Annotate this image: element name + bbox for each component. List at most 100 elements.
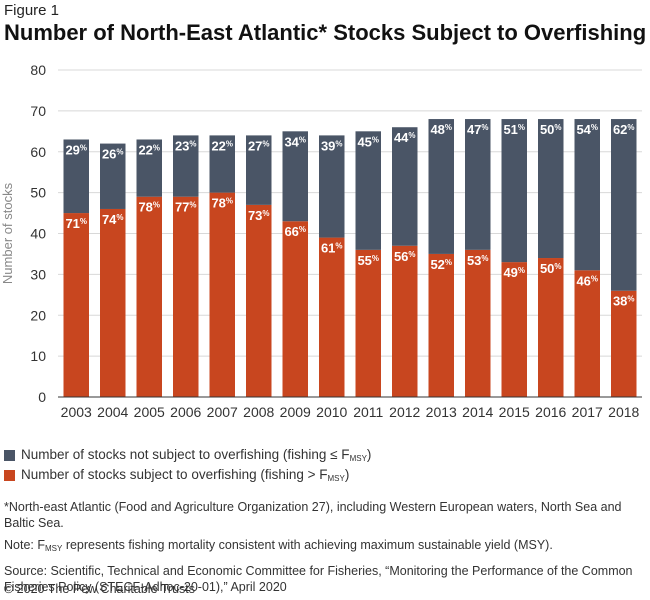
bar-overfished-2014 <box>465 249 491 397</box>
bar-overfished-2005 <box>136 196 162 397</box>
legend-item-overfished: Number of stocks subject to overfishing … <box>4 465 371 485</box>
bars <box>63 119 637 397</box>
bar-not-overfished-2013 <box>428 119 454 254</box>
bar-overfished-2003 <box>63 213 89 397</box>
data-label-not-overfished-2015: 51% <box>503 122 525 137</box>
data-label-overfished-2013: 52% <box>430 257 452 272</box>
data-label-not-overfished-2017: 54% <box>576 122 598 137</box>
bar-overfished-2017 <box>574 270 600 397</box>
data-label-not-overfished-2003: 29% <box>65 142 87 157</box>
legend: Number of stocks not subject to overfish… <box>4 445 371 485</box>
bar-not-overfished-2008 <box>246 135 272 205</box>
data-label-overfished-2011: 55% <box>357 253 379 268</box>
data-label-overfished-2009: 66% <box>284 224 306 239</box>
legend-label-overfished: Number of stocks subject to overfishing … <box>21 467 350 483</box>
data-label-overfished-2008: 73% <box>248 208 270 223</box>
x-tick-label: 2013 <box>426 404 457 420</box>
y-tick-label: 10 <box>30 348 46 364</box>
y-tick-label: 40 <box>30 226 46 242</box>
bar-overfished-2010 <box>319 237 345 397</box>
x-tick-label: 2015 <box>499 404 530 420</box>
y-tick-label: 0 <box>38 389 46 405</box>
source-note: Source: Scientific, Technical and Econom… <box>4 564 633 594</box>
bar-overfished-2009 <box>282 221 308 397</box>
chart-title: Number of North-East Atlantic* Stocks Su… <box>4 20 647 45</box>
bar-not-overfished-2009 <box>282 131 308 222</box>
bar-not-overfished-2012 <box>392 127 418 246</box>
bar-overfished-2008 <box>246 204 272 397</box>
bar-not-overfished-2006 <box>173 135 199 197</box>
x-tick-label: 2012 <box>389 404 420 420</box>
bar-overfished-2004 <box>100 208 126 397</box>
x-tick-label: 2010 <box>316 404 347 420</box>
data-label-not-overfished-2007: 22% <box>211 138 233 153</box>
footnote: *North-east Atlantic (Food and Agricultu… <box>4 500 622 530</box>
data-label-not-overfished-2008: 27% <box>248 138 270 153</box>
data-label-not-overfished-2006: 23% <box>175 138 197 153</box>
y-tick-label: 50 <box>30 185 46 201</box>
bar-overfished-2006 <box>173 196 199 397</box>
bar-not-overfished-2005 <box>136 139 162 197</box>
bar-not-overfished-2004 <box>100 143 126 209</box>
x-tick-label: 2018 <box>608 404 639 420</box>
fmsy-note: Note: FMSY represents fishing mortality … <box>4 538 553 553</box>
y-tick-label: 70 <box>30 103 46 119</box>
x-tick-label: 2004 <box>97 404 128 420</box>
x-tick-label: 2008 <box>243 404 274 420</box>
data-label-not-overfished-2009: 34% <box>284 134 306 149</box>
legend-label-not-overfished: Number of stocks not subject to overfish… <box>21 447 372 463</box>
x-tick-label: 2009 <box>280 404 311 420</box>
data-label-not-overfished-2012: 44% <box>394 130 416 145</box>
y-tick-label: 80 <box>30 62 46 78</box>
figure-label: Figure 1 <box>4 2 60 19</box>
x-tick-label: 2016 <box>535 404 566 420</box>
x-tick-label: 2003 <box>61 404 92 420</box>
x-tick-label: 2005 <box>134 404 165 420</box>
data-label-not-overfished-2011: 45% <box>357 134 379 149</box>
data-label-overfished-2006: 77% <box>175 200 197 215</box>
data-label-overfished-2015: 49% <box>503 265 525 280</box>
legend-swatch-not-overfished <box>4 449 15 461</box>
y-axis-title: Number of stocks <box>0 182 15 284</box>
bar-not-overfished-2014 <box>465 119 491 250</box>
data-label-not-overfished-2016: 50% <box>540 122 562 137</box>
data-labels: 71% 29% 74% 26% 78% 22% 77% 23% 78% 22% 73% 27% 66% 3… <box>65 122 634 309</box>
data-label-overfished-2014: 53% <box>467 253 489 268</box>
x-tick-label: 2017 <box>572 404 603 420</box>
data-label-overfished-2005: 78% <box>138 200 160 215</box>
bar-overfished-2016 <box>538 258 564 397</box>
bar-not-overfished-2017 <box>574 119 600 271</box>
data-label-overfished-2016: 50% <box>540 261 562 276</box>
data-label-overfished-2017: 46% <box>576 273 598 288</box>
bar-not-overfished-2011 <box>355 131 381 250</box>
stacked-bar-chart: 71% 29% 74% 26% 78% 22% 77% 23% 78% 22% 73% 27% 66% 3… <box>0 62 642 420</box>
data-label-not-overfished-2010: 39% <box>321 138 343 153</box>
data-label-not-overfished-2013: 48% <box>430 122 452 137</box>
x-tick-label: 2007 <box>207 404 238 420</box>
legend-item-not-overfished: Number of stocks not subject to overfish… <box>4 445 371 465</box>
data-label-not-overfished-2005: 22% <box>138 142 160 157</box>
bar-overfished-2011 <box>355 249 381 397</box>
data-label-overfished-2018: 38% <box>613 294 635 309</box>
data-label-overfished-2003: 71% <box>65 216 87 231</box>
notes: *North-east Atlantic (Food and Agricultu… <box>4 499 644 597</box>
bar-not-overfished-2015 <box>501 119 527 263</box>
y-tick-label: 60 <box>30 144 46 160</box>
x-tick-label: 2006 <box>170 404 201 420</box>
bar-not-overfished-2007 <box>209 135 235 193</box>
data-label-overfished-2007: 78% <box>211 196 233 211</box>
y-tick-label: 20 <box>30 307 46 323</box>
bar-not-overfished-2003 <box>63 139 89 214</box>
data-label-overfished-2010: 61% <box>321 241 343 256</box>
axes: 0 10 20 30 40 50 60 70 80 Number of stocks 2003 200… <box>0 62 642 420</box>
data-label-not-overfished-2004: 26% <box>102 147 124 162</box>
copyright: © 2020 The Pew Charitable Trusts <box>4 582 196 596</box>
bar-not-overfished-2016 <box>538 119 564 259</box>
legend-swatch-overfished <box>4 469 15 481</box>
bar-not-overfished-2018 <box>611 119 637 291</box>
data-label-not-overfished-2014: 47% <box>467 122 489 137</box>
data-label-not-overfished-2018: 62% <box>613 122 635 137</box>
bar-overfished-2013 <box>428 253 454 397</box>
bar-overfished-2015 <box>501 262 527 397</box>
bar-not-overfished-2010 <box>319 135 345 238</box>
